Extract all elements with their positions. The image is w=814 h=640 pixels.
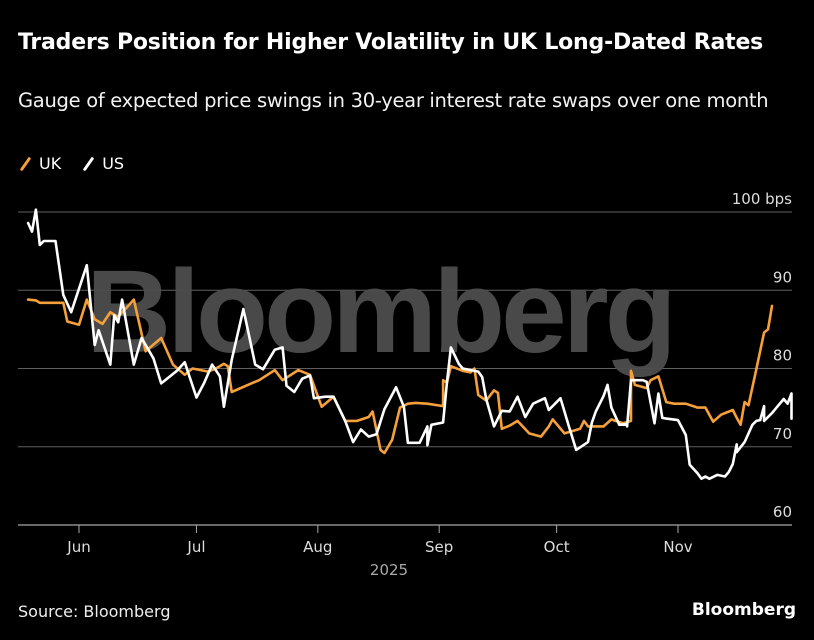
x-tick-label: Nov [663,538,692,556]
y-tick-label: 100 bps [732,190,792,208]
legend-label-uk: UK [39,154,62,173]
legend-item-us: US [81,154,124,173]
chart-title: Traders Position for Higher Volatility i… [18,30,764,55]
y-tick-label: 80 [773,347,792,365]
bloomberg-logo: Bloomberg [691,600,796,620]
y-tick-label: 60 [773,503,792,521]
watermark: Bloomberg [86,246,673,378]
legend-swatch-uk-icon [18,156,32,172]
series-lines [26,208,793,481]
legend-label-us: US [102,154,125,173]
legend: UK US [18,154,144,173]
gridlines [18,211,792,526]
chart-subtitle: Gauge of expected price swings in 30-yea… [18,89,769,112]
x-tick-label: Aug [303,538,332,556]
x-tick-label: Jun [66,538,90,556]
x-tick-label: Oct [544,538,570,556]
legend-swatch-us-icon [81,156,95,172]
x-tick-label: Jul [186,538,205,556]
chart-plot: Bloomberg 60 70 80 90 100 bps Jun Jul Aug Sep Oc… [18,190,793,579]
y-tick-label: 70 [773,425,792,443]
series-line-us [26,208,793,481]
legend-item-uk: UK [18,154,61,173]
y-axis: 60 70 80 90 100 bps [732,190,792,521]
x-axis-year-label: 2025 [370,561,408,579]
x-axis: Jun Jul Aug Sep Oct Nov 2025 [66,525,693,579]
x-tick-label: Sep [425,538,453,556]
source-note: Source: Bloomberg [18,602,171,621]
y-tick-label: 90 [773,268,792,286]
